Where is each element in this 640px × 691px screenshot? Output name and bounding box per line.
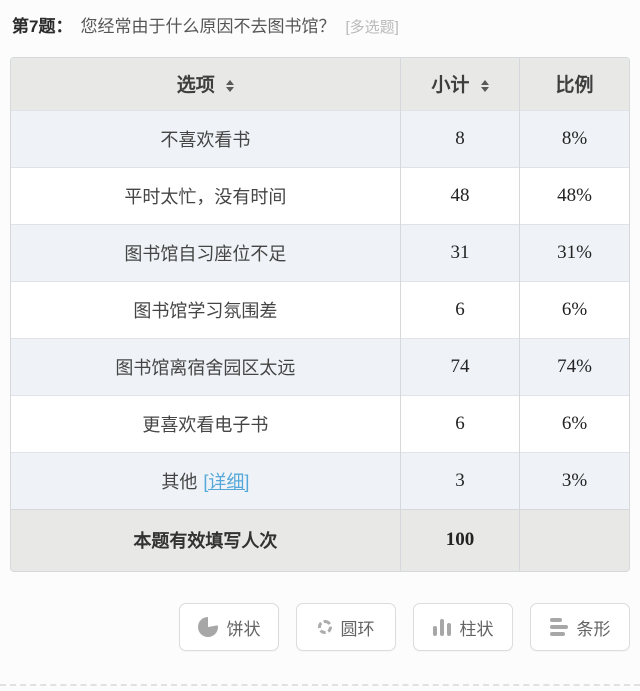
ratio-cell: 31% <box>519 223 629 281</box>
ratio-cell: 74% <box>519 337 629 395</box>
valid-responses-label: 本题有效填写人次 <box>11 508 401 571</box>
pie-chart-button-label: 饼状 <box>226 619 261 639</box>
subtotal-cell: 31 <box>399 223 520 281</box>
table-footer-row: 本题有效填写人次 100 <box>11 508 629 571</box>
column-header-option-label: 选项 <box>176 75 215 97</box>
column-header-subtotal-label: 小计 <box>431 75 470 97</box>
table-row: 图书馆离宿舍园区太远 74 74% <box>11 337 629 395</box>
ratio-cell: 6% <box>519 394 629 452</box>
subtotal-cell: 6 <box>399 280 520 338</box>
dashed-divider <box>0 684 640 686</box>
column-header-ratio: 比例 <box>519 58 629 110</box>
ratio-cell: 48% <box>519 166 629 224</box>
footer-ratio-cell <box>519 508 629 571</box>
subtotal-cell: 48 <box>399 166 520 224</box>
table-row: 其他 [详细] 3 3% <box>11 451 629 509</box>
table-header-row: 选项 小计 比例 <box>11 58 629 110</box>
ratio-cell: 3% <box>519 451 629 509</box>
donut-chart-button-label: 圆环 <box>340 619 375 639</box>
subtotal-cell: 74 <box>399 337 520 395</box>
pie-icon <box>197 617 218 637</box>
table-row: 平时太忙，没有时间 48 48% <box>11 166 629 224</box>
donut-icon <box>317 620 332 634</box>
column-chart-button[interactable]: 柱状 <box>413 603 513 651</box>
column-header-subtotal[interactable]: 小计 <box>399 58 520 110</box>
option-cell: 更喜欢看电子书 <box>11 394 401 452</box>
table-row: 图书馆学习氛围差 6 6% <box>11 280 629 338</box>
ratio-cell: 6% <box>519 280 629 338</box>
donut-chart-button[interactable]: 圆环 <box>296 603 396 651</box>
ratio-cell: 8% <box>519 109 629 167</box>
valid-responses-count: 100 <box>399 508 520 571</box>
bar-chart-button-label: 条形 <box>576 619 611 639</box>
detail-link[interactable]: [详细] <box>203 471 250 492</box>
table-row: 不喜欢看书 8 8% <box>11 109 629 167</box>
question-type-tag: [多选题] <box>345 19 399 36</box>
bar-chart-button[interactable]: 条形 <box>530 603 630 651</box>
option-cell: 不喜欢看书 <box>11 109 401 167</box>
subtotal-cell: 8 <box>399 109 520 167</box>
option-cell: 其他 [详细] <box>11 451 401 509</box>
question-number: 第7题： <box>12 17 73 36</box>
option-other-label: 其他 <box>161 471 198 492</box>
pie-chart-button[interactable]: 饼状 <box>179 603 279 651</box>
question-header: 第7题： 您经常由于什么原因不去图书馆？ [多选题] <box>0 0 640 40</box>
column-header-option[interactable]: 选项 <box>11 58 401 110</box>
column-header-ratio-label: 比例 <box>555 75 594 97</box>
option-cell: 图书馆自习座位不足 <box>11 223 401 281</box>
subtotal-cell: 3 <box>399 451 520 509</box>
sort-icon[interactable] <box>480 80 489 93</box>
option-cell: 图书馆离宿舍园区太远 <box>11 337 401 395</box>
sort-icon[interactable] <box>226 80 235 93</box>
subtotal-cell: 6 <box>399 394 520 452</box>
option-cell: 图书馆学习氛围差 <box>11 280 401 338</box>
chart-type-toolbar: 饼状 圆环 柱状 条形 <box>0 603 630 651</box>
results-table: 选项 小计 比例 不喜欢看书 8 8% <box>10 57 630 572</box>
column-chart-button-label: 柱状 <box>459 619 494 639</box>
bar-chart-icon <box>549 618 568 636</box>
column-chart-icon <box>432 618 451 636</box>
table-row: 更喜欢看电子书 6 6% <box>11 394 629 452</box>
option-cell: 平时太忙，没有时间 <box>11 166 401 224</box>
table-row: 图书馆自习座位不足 31 31% <box>11 223 629 281</box>
question-text: 您经常由于什么原因不去图书馆？ <box>80 17 336 36</box>
